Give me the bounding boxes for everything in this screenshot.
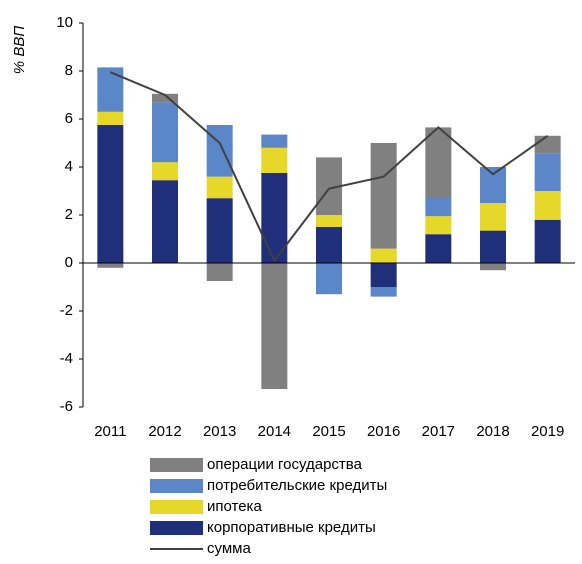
y-tick-label: -2 — [60, 302, 73, 319]
bar-segment — [206, 198, 233, 263]
bar-segment — [206, 176, 233, 199]
bar-segment — [261, 134, 288, 148]
bar-segment — [152, 102, 178, 163]
bar-segment — [316, 263, 342, 295]
x-tick-label: 2011 — [94, 423, 126, 440]
bar-segment — [206, 125, 233, 177]
bar-segment — [534, 219, 561, 263]
bar-segment — [480, 203, 506, 231]
bar-segment — [97, 111, 124, 125]
bar-segment — [152, 180, 178, 263]
bar-segment — [97, 67, 124, 112]
y-tick-label: 4 — [65, 158, 73, 175]
bar-segment — [480, 167, 506, 203]
legend-label: операции государства — [207, 456, 363, 473]
bar-segment — [480, 263, 506, 271]
x-tick-label: 2013 — [203, 423, 236, 440]
bar-segment — [316, 215, 342, 227]
bar-segment — [206, 263, 233, 281]
x-tick-label: 2017 — [422, 423, 455, 440]
bar-segment — [97, 125, 124, 263]
y-tick-label: 0 — [65, 254, 73, 271]
bar-segment — [534, 153, 561, 191]
legend-swatch — [150, 479, 203, 493]
bar-segment — [534, 135, 561, 154]
y-tick-label: 2 — [65, 206, 73, 223]
bar-segment — [425, 216, 452, 235]
x-tick-label: 2016 — [367, 423, 400, 440]
bar-segment — [261, 263, 288, 389]
bar-segment — [370, 287, 397, 297]
legend-swatch — [150, 521, 203, 535]
legend-swatch — [150, 458, 203, 472]
y-tick-label: 8 — [65, 62, 73, 79]
bar-segment — [425, 127, 452, 197]
legend-label: корпоративные кредиты — [207, 519, 376, 536]
bar-segment — [316, 227, 342, 263]
y-tick-label: -6 — [60, 398, 73, 415]
legend-swatch — [150, 500, 203, 514]
x-tick-label: 2014 — [258, 423, 291, 440]
y-tick-label: -4 — [60, 350, 73, 367]
x-tick-label: 2012 — [148, 423, 181, 440]
legend-label: ипотека — [207, 498, 262, 515]
bar-segment — [152, 93, 178, 103]
bar-segment — [261, 147, 288, 173]
x-tick-label: 2015 — [312, 423, 345, 440]
bar-segment — [425, 234, 452, 263]
sum-line — [109, 71, 549, 263]
bar-segment — [370, 263, 397, 287]
x-tick-label: 2018 — [476, 423, 509, 440]
x-tick-label: 2019 — [531, 423, 564, 440]
bar-segment — [425, 197, 452, 217]
bar-segment — [370, 143, 397, 249]
bar-segment — [97, 263, 124, 268]
bar-segment — [480, 230, 506, 263]
y-axis-label: % ВВП — [11, 26, 28, 75]
legend-label: сумма — [207, 540, 251, 557]
y-tick-label: 10 — [56, 14, 73, 31]
bar-segment — [152, 162, 178, 181]
legend-label: потребительские кредиты — [207, 477, 387, 494]
y-tick-label: 6 — [65, 110, 73, 127]
bar-segment — [534, 191, 561, 220]
bar-segment — [370, 248, 397, 263]
